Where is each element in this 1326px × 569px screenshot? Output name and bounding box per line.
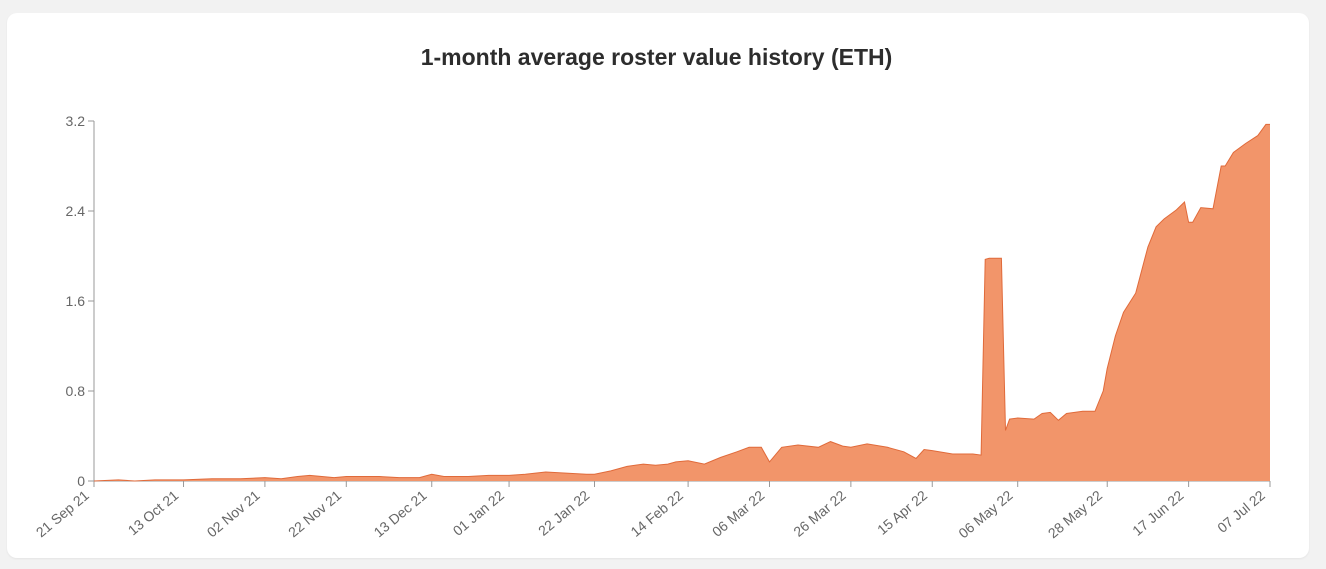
- area-line-series-0: [93, 123, 1270, 482]
- x-tick-label: 01 Jan 22: [450, 487, 508, 539]
- x-axis: 21 Sep 21 13 Oct 21 02 Nov 21 22 Nov 21 13 D…: [33, 480, 1271, 541]
- x-tick-label: 14 Feb 22: [627, 487, 686, 540]
- x-tick-label: 15 Apr 22: [874, 487, 930, 538]
- x-tick-label: 28 May 22: [1045, 487, 1106, 541]
- chart-title: 1-month average roster value history (ET…: [420, 44, 893, 70]
- x-tick-label: 26 Mar 22: [790, 487, 849, 540]
- x-tick-label: 22 Jan 22: [535, 487, 593, 539]
- x-tick-label: 06 May 22: [955, 487, 1016, 541]
- y-tick-label: 3.2: [66, 113, 86, 129]
- x-tick-label: 02 Nov 21: [204, 487, 263, 540]
- y-tick-label: 2.4: [66, 203, 86, 219]
- area-fill-series-0: [94, 124, 1270, 482]
- x-tick-label: 21 Sep 21: [33, 487, 92, 540]
- y-tick-label: 0.8: [66, 383, 86, 399]
- x-tick-label: 13 Dec 21: [370, 487, 429, 540]
- x-tick-label: 07 Jul 22: [1214, 487, 1268, 536]
- y-tick-label: 1.6: [66, 293, 86, 309]
- x-tick-label: 17 Jun 22: [1129, 487, 1187, 539]
- y-tick-label: 0: [77, 473, 85, 489]
- x-tick-label: 13 Oct 21: [125, 487, 182, 538]
- plot-area: [93, 123, 1270, 482]
- x-tick-label: 06 Mar 22: [709, 487, 768, 540]
- x-tick-label: 22 Nov 21: [285, 487, 344, 540]
- y-axis: 0 0.8 1.6 2.4 3.2: [66, 113, 95, 489]
